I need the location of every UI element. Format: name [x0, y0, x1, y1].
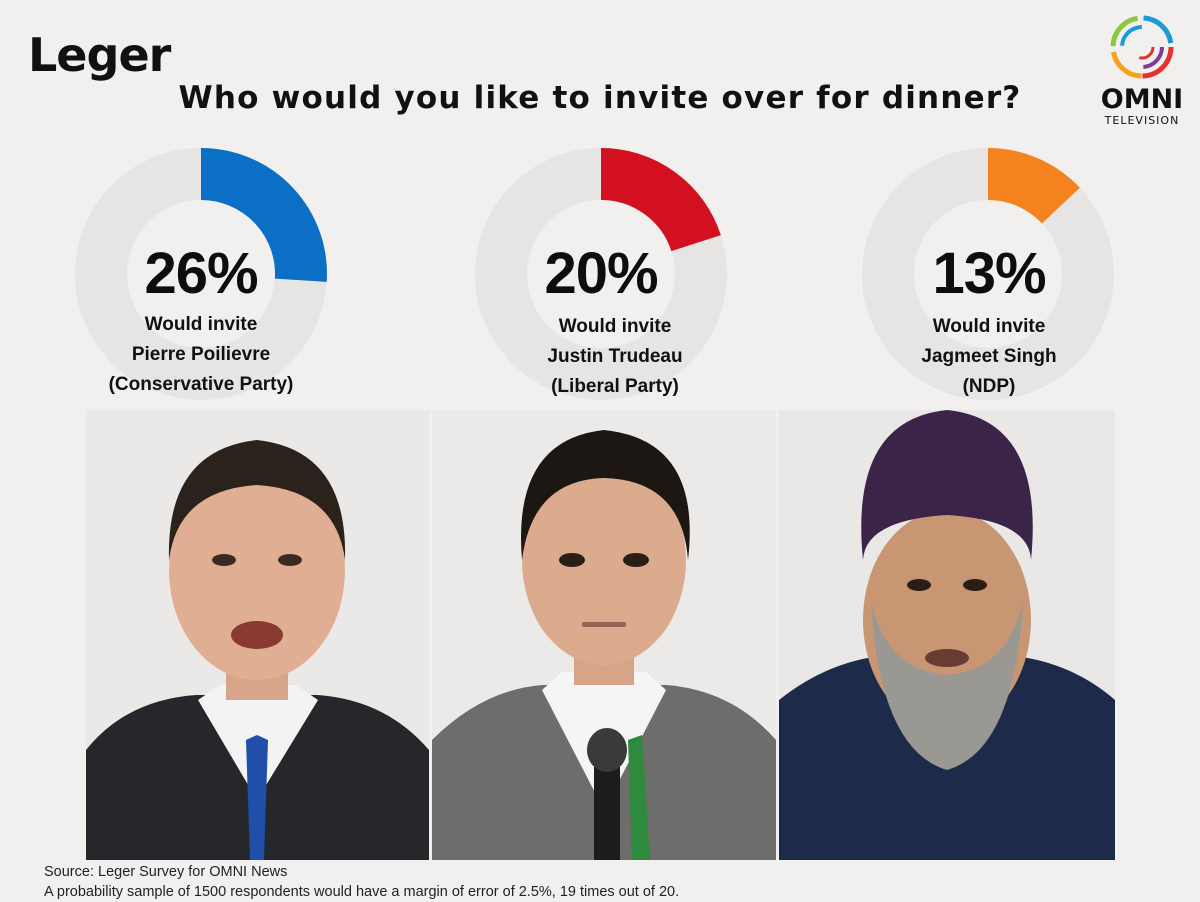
omni-swirl-icon — [1110, 15, 1174, 79]
person-photo-icon — [86, 410, 429, 860]
omni-wordmark: OMNI — [1100, 84, 1184, 115]
donut-slice-poilievre — [200, 148, 327, 282]
omni-logo: OMNI TELEVISION — [1096, 14, 1188, 130]
omni-subtitle: TELEVISION — [1104, 114, 1180, 127]
donut-slice-trudeau — [600, 148, 721, 252]
donut-slice-singh — [987, 148, 1080, 225]
label-line-1: Would invite — [144, 314, 258, 335]
label-poilievre: Would invite Pierre Poilievre (Conservat… — [51, 310, 351, 400]
label-line-2: Pierre Poilievre — [131, 344, 271, 365]
percent-value-poilievre: 26% — [144, 241, 258, 306]
label-line-2: Justin Trudeau — [547, 346, 683, 367]
photo-poilievre — [86, 410, 429, 860]
label-line-1: Would invite — [932, 316, 1046, 337]
person-photo-icon — [779, 410, 1115, 860]
chart-title: Who would you like to invite over for di… — [178, 80, 1022, 116]
photo-singh — [779, 410, 1115, 860]
person-photo-icon — [432, 410, 776, 860]
label-line-2: Jagmeet Singh — [921, 346, 1057, 367]
label-line-1: Would invite — [558, 316, 672, 337]
label-trudeau: Would invite Justin Trudeau (Liberal Par… — [465, 312, 765, 402]
source-line: Source: Leger Survey for OMNI News — [44, 864, 288, 880]
label-singh: Would invite Jagmeet Singh (NDP) — [839, 312, 1139, 402]
percent-value-singh: 13% — [932, 241, 1046, 306]
label-line-3: (NDP) — [962, 376, 1016, 397]
label-line-3: (Conservative Party) — [108, 374, 294, 395]
photo-trudeau — [432, 410, 776, 860]
margin-of-error-line: A probability sample of 1500 respondents… — [44, 884, 680, 900]
donut-charts — [75, 148, 1114, 400]
source-note: Source: Leger Survey for OMNI News A pro… — [44, 862, 679, 902]
label-line-3: (Liberal Party) — [551, 376, 679, 397]
percent-value-trudeau: 20% — [544, 241, 658, 306]
leger-logo: Leger — [28, 28, 171, 82]
